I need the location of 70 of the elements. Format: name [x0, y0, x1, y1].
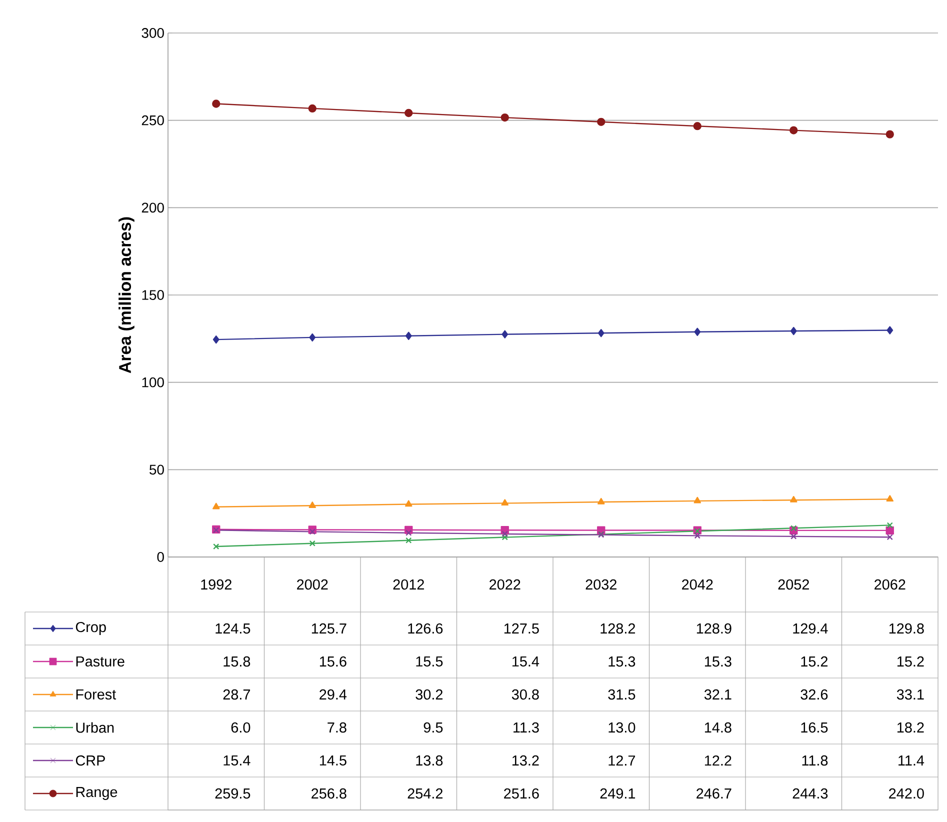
y-tick-label: 0: [157, 552, 164, 562]
y-axis-title: Area (million acres): [118, 217, 134, 374]
data-label: 15.4: [512, 656, 540, 667]
y-tick-label: 50: [150, 464, 164, 475]
data-label: 29.4: [320, 689, 347, 700]
data-label: 12.2: [704, 755, 732, 766]
data-label: 254.2: [408, 788, 443, 799]
data-label: 31.5: [608, 689, 636, 700]
data-label: 13.2: [512, 755, 539, 766]
x-tick-label: 2042: [682, 579, 713, 590]
data-label: 12.7: [608, 755, 636, 766]
legend-label: Pasture: [76, 656, 124, 667]
data-label: 15.2: [801, 656, 828, 667]
data-label: 16.5: [801, 722, 828, 733]
data-label: 14.5: [320, 755, 346, 766]
legend-label: Urban: [76, 722, 114, 733]
data-label: 259.5: [215, 788, 250, 799]
legend-label: Forest: [76, 689, 116, 700]
x-tick-label: 2062: [874, 579, 906, 590]
data-label: 125.7: [312, 623, 346, 634]
data-label: 15.2: [897, 656, 924, 667]
x-tick-label: 2002: [297, 579, 328, 590]
data-label: 6.0: [231, 722, 250, 733]
data-label: 7.8: [328, 722, 346, 733]
data-label: 246.7: [696, 788, 732, 799]
data-label: 249.1: [600, 788, 636, 799]
y-tick-label: 200: [142, 202, 164, 213]
legend-label: Crop: [76, 622, 106, 636]
data-label: 32.1: [704, 689, 732, 700]
data-label: 11.8: [802, 755, 828, 766]
data-label: 127.5: [504, 623, 539, 634]
data-label: 256.8: [312, 788, 346, 799]
y-tick-label: 300: [142, 28, 164, 38]
data-label: 126.6: [408, 623, 443, 634]
data-label: 30.8: [512, 689, 539, 700]
data-label: 11.4: [898, 756, 924, 766]
data-label: 128.2: [600, 623, 636, 634]
data-label: 242.0: [889, 788, 924, 799]
y-tick-label: 250: [142, 115, 164, 126]
data-label: 15.4: [224, 755, 250, 766]
data-label: 32.6: [800, 689, 828, 700]
data-label: 15.5: [416, 656, 443, 667]
x-tick-label: 2012: [393, 579, 424, 590]
data-label: 124.5: [216, 623, 250, 634]
data-label: 15.8: [224, 656, 250, 667]
data-label: 9.5: [424, 722, 443, 733]
y-tick-label: 150: [142, 290, 164, 300]
data-label: 13.0: [608, 722, 636, 733]
x-tick-label: 2052: [778, 579, 809, 590]
data-label: 129.8: [889, 623, 924, 634]
data-label: 13.8: [416, 755, 443, 766]
legend-label: Range: [76, 787, 118, 800]
y-tick-label: 100: [142, 377, 164, 388]
data-label: 18.2: [897, 722, 924, 733]
data-label: 244.3: [792, 788, 828, 799]
data-label: 15.3: [704, 656, 732, 667]
x-tick-label: 2032: [586, 579, 616, 590]
data-label: 11.3: [514, 722, 539, 733]
data-label: 33.1: [896, 689, 924, 700]
data-label: 129.4: [793, 623, 828, 634]
data-label: 30.2: [416, 689, 443, 700]
data-label: 28.7: [223, 689, 250, 700]
data-label: 128.9: [696, 623, 732, 634]
x-tick-label: 1992: [201, 579, 232, 590]
data-label: 15.6: [320, 656, 346, 667]
data-label: 251.6: [504, 788, 539, 799]
data-label: 15.3: [608, 656, 636, 667]
x-tick-label: 2022: [490, 579, 520, 590]
data-label: 14.8: [704, 722, 732, 733]
legend-label: CRP: [76, 755, 105, 766]
